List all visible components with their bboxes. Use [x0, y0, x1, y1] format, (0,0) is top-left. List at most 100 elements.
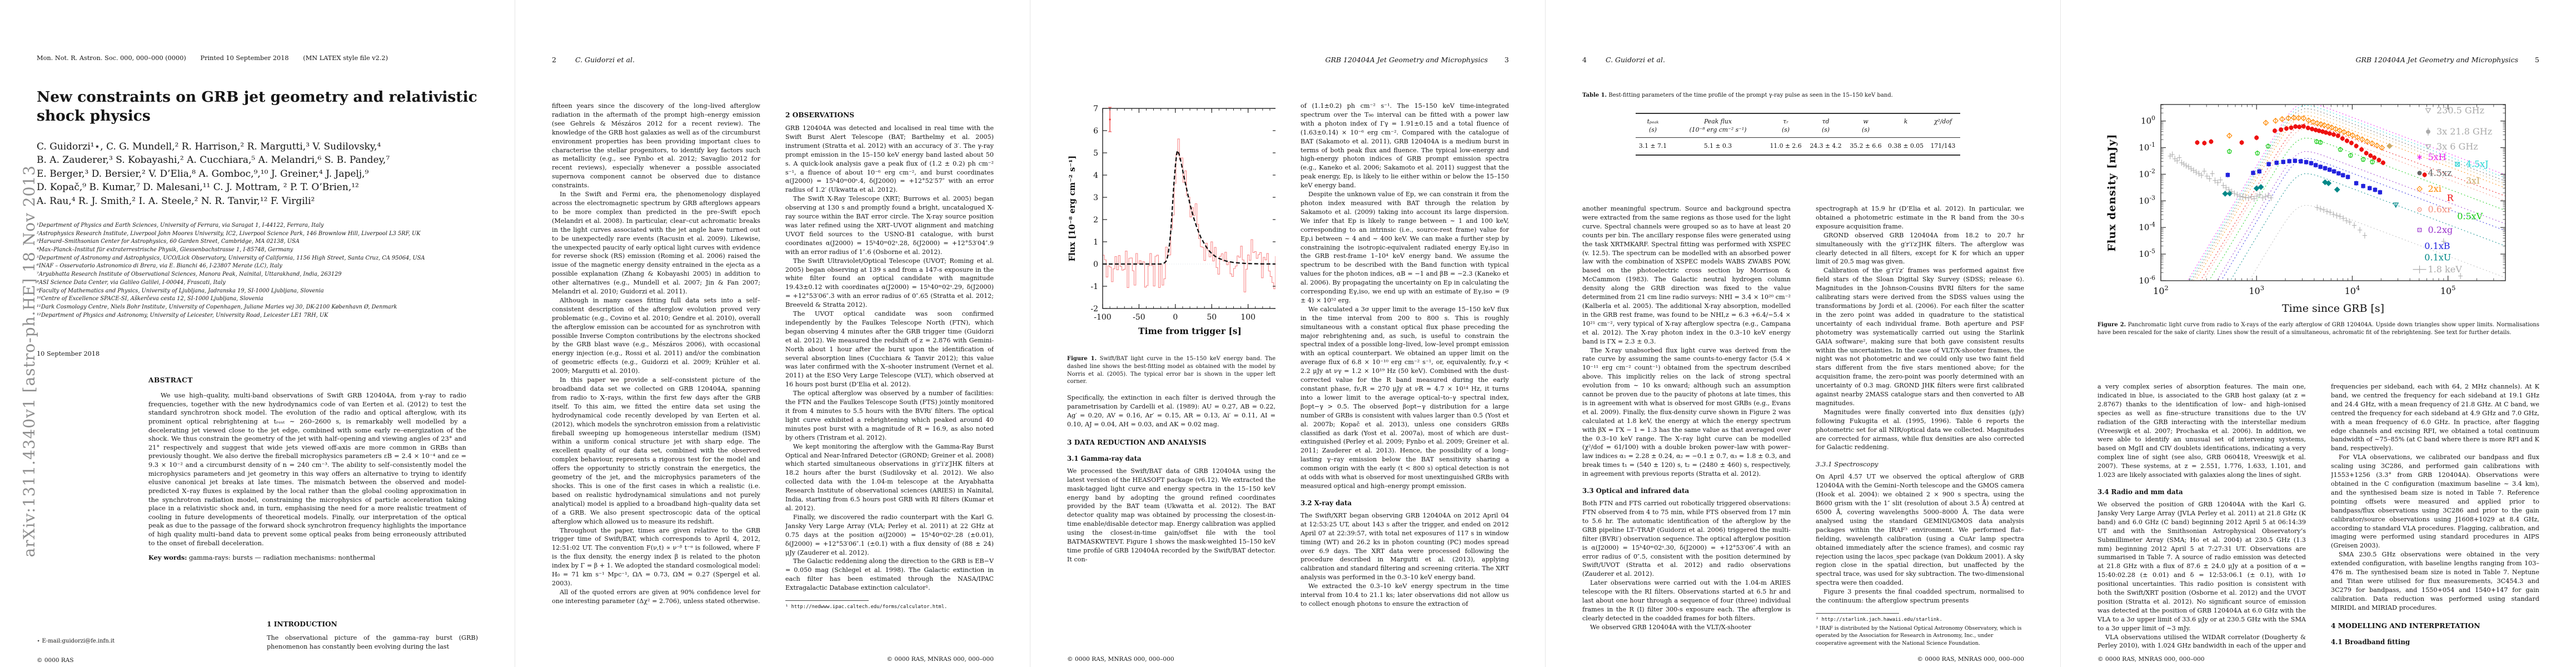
- table1-value-cell: 5.1 ± 0.3: [1703, 142, 1732, 150]
- paragraph: spectrograph at 15.9 hr (D’Elia et al. 2…: [1816, 205, 2024, 230]
- paragraph: In the Swift and Fermi era, the phenomen…: [552, 191, 760, 296]
- svg-text:0.2xg: 0.2xg: [2428, 225, 2453, 235]
- svg-text:4.5xJ: 4.5xJ: [2466, 159, 2489, 170]
- paragraph: The optical afterglow was observed by a …: [785, 390, 994, 441]
- email-footnote: ⋆ E-mail:guidorzi@fe.infn.it: [37, 638, 115, 644]
- paragraph: We calculated a 3σ upper limit to the av…: [1301, 305, 1509, 490]
- table1-header-cell: w: [1863, 118, 1869, 125]
- caption-label: Figure 1.: [1067, 356, 1097, 362]
- running-title: GRB 120404A Jet Geometry and Microphysic…: [2355, 56, 2519, 64]
- svg-text:104: 104: [2345, 284, 2360, 296]
- svg-text:0.5xV: 0.5xV: [2457, 211, 2483, 222]
- abstract-heading: ABSTRACT: [148, 376, 193, 384]
- figure2-caption: Figure 2. Panchromatic light curve from …: [2097, 321, 2539, 337]
- table1-header-cell: χ²/dof: [1934, 118, 1952, 125]
- affiliation: ¹²Department of Physics and Astronomy, U…: [37, 312, 328, 318]
- abstract-block: ABSTRACT We use high–quality, multi-band…: [148, 376, 466, 563]
- svg-text:2: 2: [1093, 216, 1098, 225]
- figure-mount: -100 -50 0 50 100 -2 -1 0 1 2 3 4 5 6 7 Time from trigg…: [1067, 102, 1275, 351]
- svg-text:-100: -100: [1094, 313, 1111, 322]
- section-heading: 4 MODELLING AND INTERPRETATION: [2331, 621, 2480, 630]
- page-2: 2 C. Guidorzi et al. fifteen years since…: [515, 0, 1030, 667]
- footnote-rule: [1816, 613, 1899, 614]
- subsection-heading: 3.4 Radio and mm data: [2097, 487, 2183, 496]
- page5-left-column: a very complex series of absorption feat…: [2097, 382, 2306, 649]
- table1-value-cell: 24.3 ± 4.2: [1810, 142, 1842, 150]
- introduction-text: The observational picture of the gamma–r…: [267, 634, 478, 650]
- journal-name: Mon. Not. R. Astron. Soc. 000, 000–000 (…: [37, 54, 186, 62]
- running-title: C. Guidorzi et al.: [1605, 56, 1665, 64]
- subsection-heading: 3.2 X-ray data: [1301, 499, 1352, 507]
- svg-text:0: 0: [1173, 313, 1178, 322]
- footnote: ³ IRAF is distributed by the National Op…: [1816, 625, 2022, 646]
- svg-text:Time from trigger [s]: Time from trigger [s]: [1138, 326, 1242, 336]
- table1-label: Table 1.: [1582, 92, 1607, 98]
- page3-right-column: of (1.1±0.2) ph cm⁻² s⁻¹. The 15–150 keV…: [1301, 102, 1509, 649]
- paragraph: We observed GRB 120404A with the VLT/X-s…: [1590, 623, 1751, 631]
- table1-unit-cell: [1886, 126, 1926, 134]
- svg-text:50: 50: [1207, 313, 1217, 322]
- section-heading: 2 OBSERVATIONS: [785, 111, 855, 119]
- paragraph: The Swift Ultraviolet/Optical Telescope …: [785, 257, 994, 309]
- paragraph: Figure 3 presents the final coadded spec…: [1816, 588, 2024, 605]
- affiliation: ⁷Aryabhatta Research Institute of Observ…: [37, 271, 342, 278]
- page-footer: © 0000 RAS, MNRAS 000, 000–000: [2097, 656, 2205, 663]
- affiliation: ¹¹Dark Cosmology Centre, Niels Bohr Inst…: [37, 303, 397, 310]
- table1-value-cell: 11.0 ± 2.6: [1770, 142, 1802, 150]
- table1-header-cell: τd: [1822, 118, 1830, 125]
- svg-text:6: 6: [1093, 127, 1098, 136]
- subsubsection-heading: 3.3.1 Spectroscopy: [1816, 460, 1879, 469]
- page4-right-column: spectrograph at 15.9 hr (D’Elia et al. 2…: [1816, 205, 2024, 649]
- paragraph: of (1.1±0.2) ph cm⁻² s⁻¹. The 15–150 keV…: [1301, 102, 1509, 190]
- table1-data-row: 3.1 ± 7.1 5.1 ± 0.3 11.0 ± 2.6 24.3 ± 4.2 35…: [1636, 142, 1960, 150]
- svg-text:0: 0: [1093, 260, 1098, 269]
- paragraph: All of the quoted errors are given at 90…: [552, 588, 760, 605]
- running-header: GRB 120404A Jet Geometry and Microphysic…: [1067, 56, 1509, 64]
- page5-right-column: frequencies per sideband, each with 64, …: [2331, 382, 2539, 649]
- svg-text:1.8 keV: 1.8 keV: [2428, 264, 2463, 275]
- page-footer: © 0000 RAS, MNRAS 000, 000–000: [886, 656, 994, 663]
- paragraph: We extracted the 0.3–10 keV energy spect…: [1301, 583, 1509, 608]
- svg-text:0.1xB: 0.1xB: [2424, 241, 2450, 251]
- table1-value-cell: 0.38 ± 0.05: [1888, 142, 1924, 150]
- paragraph: SMA 230.5 GHz observations were obtained…: [2331, 551, 2539, 611]
- paragraph: GRB 120404A was detected and localised i…: [785, 125, 994, 194]
- page-3: GRB 120404A Jet Geometry and Microphysic…: [1030, 0, 1546, 667]
- paragraph: GROND observed GRB 120404A from 18.2 to …: [1816, 231, 2024, 266]
- page-number: 2: [552, 56, 556, 64]
- table1-value-cell: 171/143: [1930, 142, 1956, 150]
- svg-text:103: 103: [2249, 284, 2264, 296]
- affiliation: ⁸ASI Science Data Center, via Galileo Ga…: [37, 279, 226, 286]
- keywords-label: Key words:: [148, 554, 187, 562]
- svg-text:-2: -2: [1090, 305, 1098, 313]
- section-heading: 3 DATA REDUCTION AND ANALYSIS: [1067, 438, 1207, 446]
- submission-date: 10 September 2018: [37, 350, 100, 357]
- svg-text:10-6: 10-6: [2139, 274, 2155, 286]
- svg-text:-1: -1: [1090, 282, 1098, 291]
- paragraph: For VLA observations, we calibrated our …: [2331, 454, 2539, 550]
- running-header: 2 C. Guidorzi et al.: [552, 56, 994, 64]
- paragraph: The Swift/XRT began observing GRB 120404…: [1301, 511, 1509, 581]
- footnote: ¹ http://nedwww.ipac.caltech.edu/forms/c…: [785, 604, 948, 610]
- panchromatic-light-curve-chart: 230.5 GHz 3x 21.8 GHz 3x 6 GHz5xH 4.5xJ 4.5x…: [2106, 104, 2506, 315]
- affiliation: ⁴Max–Planck–Institut für extraterrestris…: [37, 247, 293, 253]
- affiliation: ¹Department of Physics and Earth Science…: [37, 222, 324, 228]
- table1-caption-text: Best-fitting parameters of the time prof…: [1607, 92, 1893, 98]
- table1-header-cell: Peak flux: [1704, 118, 1732, 125]
- table1-unit-cell: (s): [1862, 126, 1870, 133]
- running-header: 4 C. Guidorzi et al.: [1582, 56, 2024, 64]
- table1-unit-cell: [1926, 126, 1960, 134]
- svg-text:2xi: 2xi: [2428, 183, 2442, 194]
- page4-left-column: another meaningful spectrum. Source and …: [1582, 205, 1791, 649]
- copyright-line: © 0000 RAS: [37, 657, 74, 664]
- affiliation: ³Harvard–Smithsonian Center for Astrophy…: [37, 238, 300, 245]
- figure-caption: Figure 1. Swift/BAT light curve in the 1…: [1067, 356, 1275, 385]
- paragraph: We observed the position of GRB 120404A …: [2097, 500, 2306, 632]
- paragraph: The Swift X-Ray Telescope (XRT; Burrows …: [785, 195, 994, 256]
- section-heading-introduction: 1 INTRODUCTION: [267, 620, 337, 628]
- subsection-heading: 4.1 Broadband fitting: [2331, 638, 2410, 646]
- journal-header: Mon. Not. R. Astron. Soc. 000, 000–000 (…: [37, 54, 388, 62]
- table1-unit-cell: (10⁻⁸ erg cm⁻² s⁻¹): [1689, 126, 1747, 133]
- figure2-panchromatic-light-curve: 230.5 GHz 3x 21.8 GHz 3x 6 GHz 5xH 4.5xJ 4.5x…: [2093, 89, 2544, 316]
- paper-title: New constraints on GRB jet geometry and …: [37, 88, 477, 125]
